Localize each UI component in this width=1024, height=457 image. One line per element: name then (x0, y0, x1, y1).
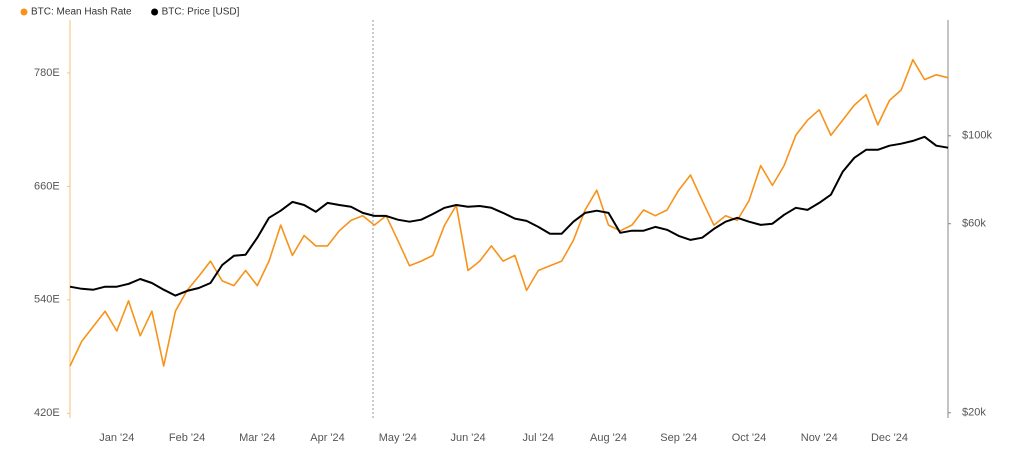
x-tick-label: Sep '24 (660, 432, 697, 444)
x-tick-label: Jan '24 (99, 432, 134, 444)
y-tick-label: 660E (34, 180, 60, 192)
y-tick-label: 420E (34, 407, 60, 419)
y-tick-label: 780E (34, 67, 60, 79)
legend-label: BTC: Price [USD] (162, 7, 240, 18)
x-tick-label: Oct '24 (732, 432, 767, 444)
y2-tick-label: $100k (962, 130, 992, 142)
x-tick-label: Dec '24 (871, 432, 908, 444)
x-tick-label: Apr '24 (310, 432, 345, 444)
y-tick-label: 540E (34, 294, 60, 306)
x-tick-label: Feb '24 (169, 432, 205, 444)
series-line (69, 58, 949, 367)
x-tick-label: Mar '24 (239, 432, 275, 444)
x-tick-label: Aug '24 (590, 432, 627, 444)
x-tick-label: May '24 (379, 432, 417, 444)
x-tick-label: Jun '24 (450, 432, 485, 444)
x-tick-label: Nov '24 (801, 432, 838, 444)
legend-marker (151, 8, 159, 16)
y2-tick-label: $60k (962, 218, 986, 230)
series-line (69, 135, 949, 297)
x-tick-label: Jul '24 (523, 432, 554, 444)
legend-label: BTC: Mean Hash Rate (31, 7, 132, 18)
legend-marker (20, 8, 28, 16)
y2-tick-label: $20k (962, 407, 986, 419)
